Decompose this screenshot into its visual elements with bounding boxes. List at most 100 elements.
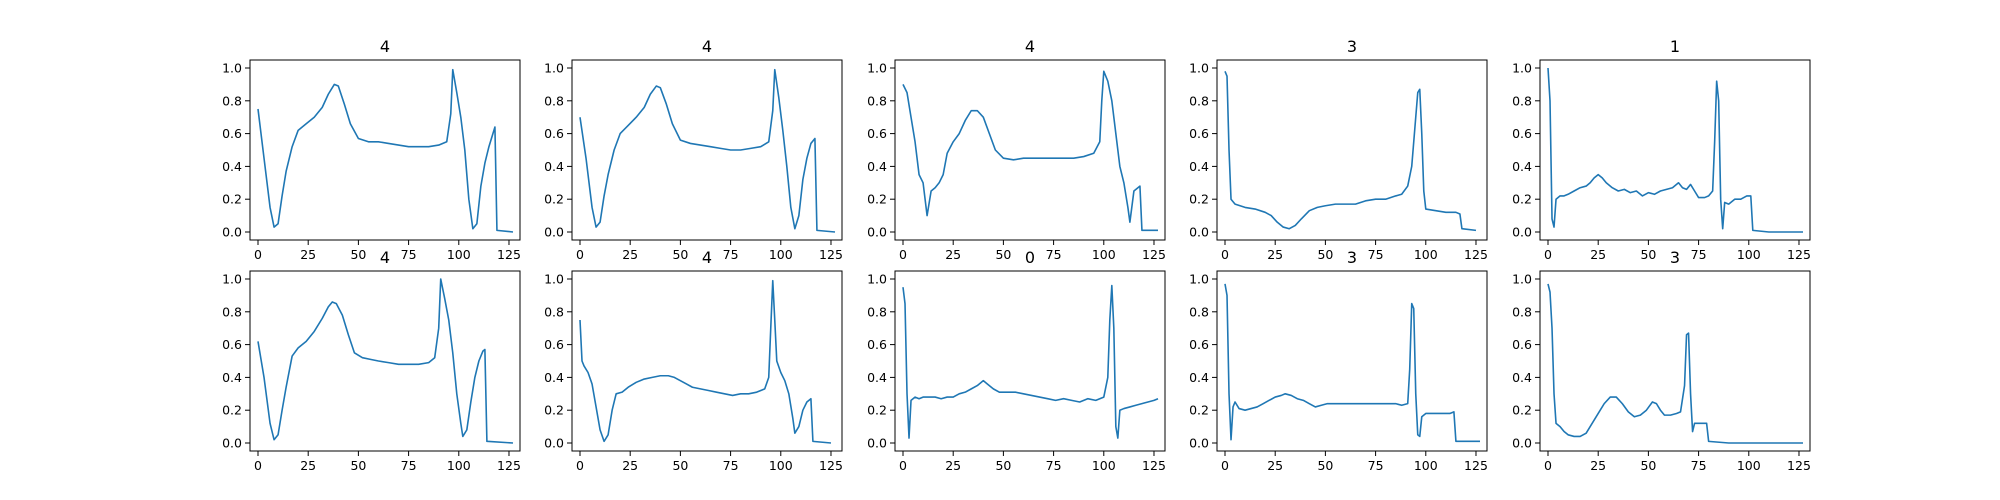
x-tick-label: 125: [1787, 247, 1811, 262]
x-tick-label: 125: [1787, 458, 1811, 473]
axes-frame: [1539, 270, 1811, 452]
subplot-5: 1 0 25 50 75 100 125 0.0 0.2 0.4 0.6 0.8 1.0: [1512, 37, 1811, 262]
y-tick-label: 0.2: [867, 192, 887, 207]
y-tick-label: 0.4: [1189, 159, 1209, 174]
x-tick-label: 100: [1092, 458, 1116, 473]
x-tick-label: 0: [576, 247, 584, 262]
x-tick-label: 75: [401, 247, 417, 262]
x-tick-label: 25: [622, 458, 638, 473]
y-tick-label: 1.0: [867, 272, 887, 287]
x-tick-label: 125: [497, 458, 521, 473]
x-tick-label: 100: [1414, 247, 1438, 262]
y-tick-label: 0.2: [1189, 403, 1209, 418]
axes-frame: [571, 270, 843, 452]
y-tick-label: 1.0: [544, 272, 564, 287]
x-tick-label: 50: [350, 247, 366, 262]
x-tick-label: 125: [819, 247, 843, 262]
x-tick-label: 100: [447, 247, 471, 262]
axes-frame: [249, 59, 521, 241]
subplot-title: 3: [1347, 248, 1357, 267]
x-tick-label: 50: [995, 458, 1011, 473]
series-line: [902, 284, 1159, 439]
y-tick-label: 0.8: [1189, 93, 1209, 108]
axes-frame: [571, 59, 843, 241]
y-tick-label: 0.2: [1512, 403, 1532, 418]
series-line: [1547, 67, 1803, 233]
x-tick-label: 100: [1092, 247, 1116, 262]
y-tick-label: 0.6: [867, 337, 887, 352]
y-tick-label: 0.0: [1189, 225, 1209, 240]
y-tick-label: 0.4: [544, 370, 564, 385]
x-tick-label: 125: [819, 458, 843, 473]
series-line: [1224, 283, 1480, 443]
y-tick-label: 0.0: [1512, 436, 1532, 451]
subplot-title: 0: [1025, 248, 1035, 267]
axes-frame: [1216, 59, 1488, 241]
x-tick-label: 50: [672, 247, 688, 262]
axes-frame: [249, 270, 521, 452]
series-line: [1547, 283, 1803, 444]
y-tick-label: 0.0: [867, 436, 887, 451]
x-tick-label: 50: [995, 247, 1011, 262]
y-tick-label: 0.2: [222, 192, 242, 207]
y-tick-label: 0.6: [222, 126, 242, 141]
x-tick-label: 25: [1267, 247, 1283, 262]
axes-frame: [1539, 59, 1811, 241]
x-tick-label: 75: [1368, 247, 1384, 262]
x-tick-label: 0: [899, 458, 907, 473]
series-line: [1224, 70, 1477, 232]
x-tick-label: 100: [447, 458, 471, 473]
y-tick-label: 0.6: [1189, 337, 1209, 352]
y-tick-label: 0.2: [222, 403, 242, 418]
y-tick-label: 0.8: [1512, 304, 1532, 319]
x-tick-label: 75: [1046, 458, 1062, 473]
subplot-3: 4 0 25 50 75 100 125 0.0 0.2 0.4 0.6 0.8 1.0: [867, 37, 1166, 262]
x-tick-label: 50: [350, 458, 366, 473]
y-tick-label: 0.4: [222, 159, 242, 174]
x-tick-label: 25: [1590, 458, 1606, 473]
axes-frame: [1216, 270, 1488, 452]
y-tick-label: 0.8: [222, 93, 242, 108]
x-tick-label: 100: [1414, 458, 1438, 473]
y-tick-label: 0.0: [1512, 225, 1532, 240]
x-tick-label: 0: [1221, 458, 1229, 473]
subplot-title: 1: [1670, 37, 1680, 56]
y-tick-label: 0.6: [544, 337, 564, 352]
x-tick-label: 75: [401, 458, 417, 473]
x-tick-label: 75: [723, 458, 739, 473]
y-tick-label: 0.0: [867, 225, 887, 240]
y-tick-label: 0.6: [867, 126, 887, 141]
x-tick-label: 125: [1142, 247, 1166, 262]
x-tick-label: 25: [945, 458, 961, 473]
y-tick-label: 0.6: [222, 337, 242, 352]
y-tick-label: 0.0: [222, 436, 242, 451]
x-tick-label: 75: [723, 247, 739, 262]
x-tick-label: 100: [769, 458, 793, 473]
y-tick-label: 0.2: [1512, 192, 1532, 207]
x-tick-label: 50: [1640, 458, 1656, 473]
x-tick-label: 50: [1317, 458, 1333, 473]
x-tick-label: 0: [254, 247, 262, 262]
subplot-title: 4: [380, 248, 390, 267]
y-tick-label: 0.8: [1512, 93, 1532, 108]
x-tick-label: 0: [576, 458, 584, 473]
axes-frame: [894, 270, 1166, 452]
y-tick-label: 0.6: [1189, 126, 1209, 141]
x-tick-label: 25: [300, 247, 316, 262]
subplot-title: 4: [702, 37, 712, 56]
x-tick-label: 25: [945, 247, 961, 262]
y-tick-label: 0.6: [1512, 126, 1532, 141]
x-tick-label: 0: [254, 458, 262, 473]
x-tick-label: 0: [1544, 458, 1552, 473]
y-tick-label: 0.4: [544, 159, 564, 174]
subplot-title: 4: [702, 248, 712, 267]
series-line: [579, 68, 836, 233]
x-tick-label: 25: [622, 247, 638, 262]
y-tick-label: 1.0: [544, 61, 564, 76]
y-tick-label: 0.4: [1512, 370, 1532, 385]
x-tick-label: 125: [1142, 458, 1166, 473]
y-tick-label: 0.8: [867, 93, 887, 108]
y-tick-label: 0.2: [1189, 192, 1209, 207]
